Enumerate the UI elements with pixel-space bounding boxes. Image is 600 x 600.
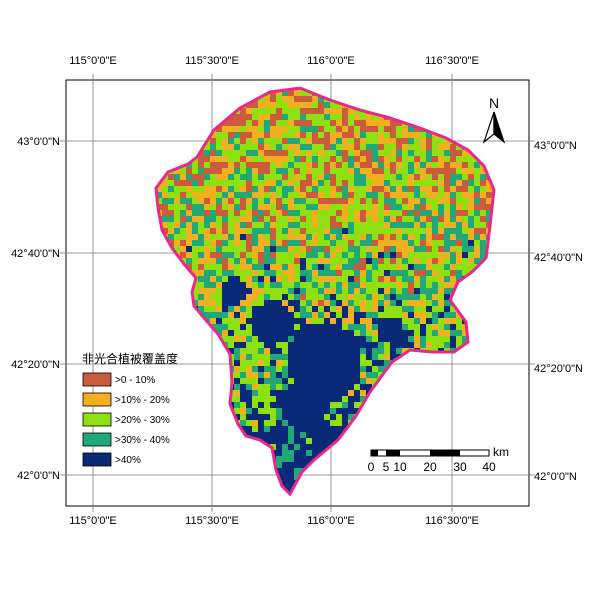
legend-swatch xyxy=(82,372,112,387)
left-lat-label: 43°0'0"N xyxy=(17,136,60,148)
legend-swatch xyxy=(82,432,112,447)
top-lon-label: 115°30'0"E xyxy=(185,55,239,67)
top-lon-label: 116°0'0"E xyxy=(307,55,355,67)
left-lat-label: 42°20'0"N xyxy=(11,359,60,371)
legend-swatch xyxy=(82,392,112,407)
right-lat-label: 42°0'0"N xyxy=(534,471,577,483)
top-longitude-labels: 115°0'0"E 115°30'0"E 116°0'0"E 116°30'0"… xyxy=(69,55,479,67)
legend-label: >0 - 10% xyxy=(115,375,155,386)
legend-label: >40% xyxy=(115,455,141,466)
bottom-lon-label: 115°0'0"E xyxy=(69,515,117,527)
right-lat-label: 42°20'0"N xyxy=(534,363,583,375)
north-label: N xyxy=(489,95,499,111)
bottom-longitude-labels: 115°0'0"E 115°30'0"E 116°0'0"E 116°30'0"… xyxy=(69,515,479,527)
scale-tick: 30 xyxy=(453,460,467,474)
top-lon-label: 116°30'0"E xyxy=(425,55,479,67)
left-latitude-labels: 43°0'0"N 42°40'0"N 42°20'0"N 42°0'0"N xyxy=(11,136,60,482)
bottom-lon-label: 115°30'0"E xyxy=(185,515,239,527)
scale-tick: 0 xyxy=(368,460,375,474)
bottom-lon-label: 116°0'0"E xyxy=(307,515,355,527)
right-lat-label: 42°40'0"N xyxy=(534,252,583,264)
scale-tick: 40 xyxy=(482,460,496,474)
legend-swatch xyxy=(82,412,112,427)
scale-tick: 5 xyxy=(383,460,390,474)
left-lat-label: 42°40'0"N xyxy=(11,248,60,260)
legend: 非光合植被覆盖度 >0 - 10% >10% - 20% >20% - 30% >30… xyxy=(82,351,178,467)
right-lat-label: 43°0'0"N xyxy=(534,140,577,152)
left-lat-label: 42°0'0"N xyxy=(17,470,60,482)
legend-label: >30% - 40% xyxy=(115,435,170,446)
north-arrow-icon: N xyxy=(482,95,506,144)
legend-swatch xyxy=(82,452,112,467)
right-latitude-labels: 43°0'0"N 42°40'0"N 42°20'0"N 42°0'0"N xyxy=(534,140,583,483)
scale-tick: 10 xyxy=(393,460,407,474)
legend-label: >20% - 30% xyxy=(115,415,170,426)
top-lon-label: 115°0'0"E xyxy=(69,55,117,67)
scale-tick: 20 xyxy=(423,460,437,474)
scale-unit: km xyxy=(493,445,509,459)
bottom-lon-label: 116°30'0"E xyxy=(425,515,479,527)
legend-label: >10% - 20% xyxy=(115,395,170,406)
scale-bar: km 0 5 10 20 30 40 xyxy=(368,445,509,474)
legend-title: 非光合植被覆盖度 xyxy=(82,351,178,366)
region-boundary xyxy=(154,86,496,497)
